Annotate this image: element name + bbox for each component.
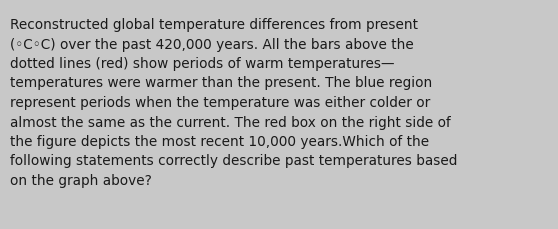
Text: Reconstructed global temperature differences from present
(◦C◦C) over the past 4: Reconstructed global temperature differe…	[10, 18, 458, 187]
